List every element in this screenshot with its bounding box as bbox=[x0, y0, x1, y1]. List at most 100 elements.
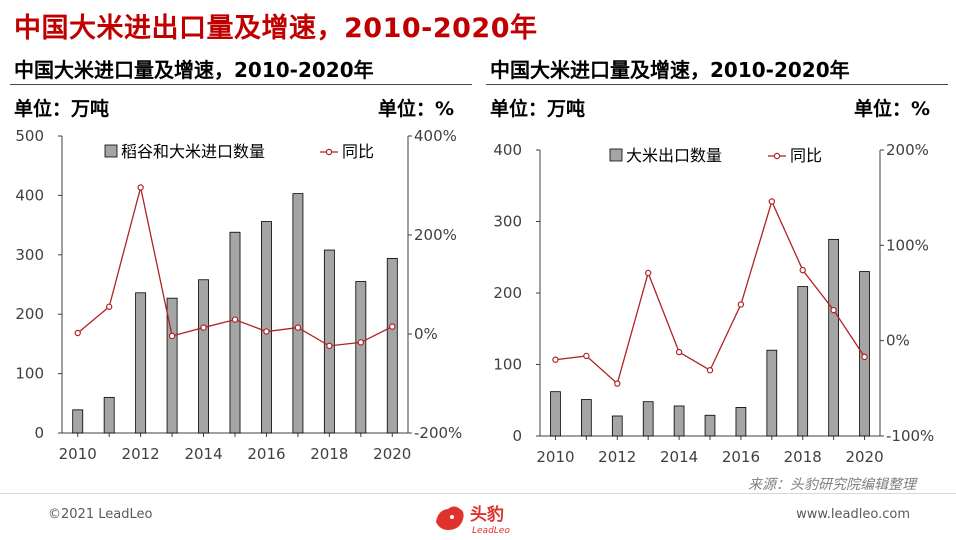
left-tick-label: 300 bbox=[15, 246, 44, 264]
bar-2016 bbox=[735, 406, 747, 437]
website-link[interactable]: www.leadleo.com bbox=[796, 507, 910, 522]
yoy-point-2017 bbox=[768, 198, 776, 205]
left-tick-label: 500 bbox=[15, 127, 44, 145]
yoy-point-2013 bbox=[168, 332, 176, 340]
bar-2014 bbox=[673, 405, 685, 437]
copyright-text: ©2021 LeadLeo bbox=[48, 507, 153, 522]
right-tick-label: 200% bbox=[886, 141, 929, 159]
x-tick-label: 2020 bbox=[845, 448, 883, 466]
x-tick-label: 2016 bbox=[722, 448, 760, 466]
left-chart-title: 中国大米进口量及增速，2010-2020年 bbox=[14, 58, 374, 82]
yoy-point-2014 bbox=[675, 348, 683, 356]
right-title-divider bbox=[486, 84, 948, 85]
bar-2018 bbox=[323, 249, 335, 434]
bar-2015 bbox=[704, 414, 716, 437]
right-tick-label: 0% bbox=[414, 325, 438, 343]
right-tick-label: -100% bbox=[886, 427, 934, 445]
right-tick-label: 0% bbox=[886, 332, 910, 350]
left-chart-left-unit: 单位：万吨 bbox=[14, 98, 110, 120]
yoy-point-2012 bbox=[137, 184, 144, 191]
right-tick-label: 200% bbox=[414, 226, 457, 244]
bar-2011 bbox=[581, 399, 592, 437]
legend-line-marker bbox=[325, 148, 333, 156]
bar-2010 bbox=[72, 409, 84, 434]
right-chart-right-unit: 单位：% bbox=[854, 98, 931, 120]
yoy-point-2011 bbox=[105, 303, 113, 310]
bar-2019 bbox=[828, 238, 839, 437]
left-title-divider bbox=[10, 84, 472, 85]
source-note: 来源：头豹研究院编辑整理 bbox=[748, 477, 916, 493]
yoy-point-2016 bbox=[737, 301, 745, 308]
yoy-point-2010 bbox=[74, 329, 81, 337]
yoy-point-2019 bbox=[830, 306, 837, 314]
yoy-point-2011 bbox=[583, 352, 590, 360]
yoy-point-2015 bbox=[231, 316, 239, 323]
yoy-point-2020 bbox=[389, 323, 396, 330]
yoy-point-2016 bbox=[263, 328, 270, 335]
yoy-point-2017 bbox=[294, 324, 302, 331]
left-tick-label: 0 bbox=[512, 427, 522, 445]
left-tick-label: 400 bbox=[493, 141, 522, 159]
export-chart: 0 100 200 300 400 -100% 0% 100% 200% 2010 2012 2014… bbox=[493, 141, 934, 466]
left-tick-label: 200 bbox=[15, 305, 44, 323]
yoy-point-2012 bbox=[614, 380, 621, 387]
legend-line-marker bbox=[773, 152, 781, 160]
yoy-point-2018 bbox=[326, 342, 333, 350]
legend-bar-swatch bbox=[104, 144, 118, 158]
x-tick-label: 2018 bbox=[310, 445, 348, 463]
right-chart-title: 中国大米进口量及增速，2010-2020年 bbox=[490, 58, 850, 82]
yoy-point-2020 bbox=[861, 353, 868, 361]
x-tick-label: 2020 bbox=[373, 445, 411, 463]
x-tick-label: 2018 bbox=[784, 448, 822, 466]
x-tick-label: 2012 bbox=[122, 445, 160, 463]
leopard-head-icon: 头豹 LeadLeo bbox=[436, 504, 510, 536]
left-tick-label: 300 bbox=[493, 213, 522, 231]
x-tick-label: 2014 bbox=[184, 445, 222, 463]
bar-2014 bbox=[198, 279, 209, 434]
x-tick-label: 2010 bbox=[59, 445, 97, 463]
left-tick-label: 100 bbox=[15, 365, 44, 383]
right-tick-label: 100% bbox=[886, 236, 929, 254]
yoy-point-2014 bbox=[200, 324, 207, 331]
legend-line-label: 同比 bbox=[342, 142, 374, 161]
x-tick-label: 2014 bbox=[660, 448, 698, 466]
yoy-point-2010 bbox=[552, 356, 559, 363]
bar-2015 bbox=[229, 231, 241, 434]
leadleo-logo: 头豹 LeadLeo bbox=[432, 500, 532, 536]
bar-2013 bbox=[642, 401, 654, 437]
left-tick-label: 200 bbox=[493, 284, 522, 302]
slide-title: 中国大米进出口量及增速，2010-2020年 bbox=[14, 13, 538, 44]
bar-2011 bbox=[103, 396, 115, 434]
legend-bar-label: 大米出口数量 bbox=[626, 146, 722, 165]
x-tick-label: 2010 bbox=[536, 448, 574, 466]
legend-bar-swatch bbox=[609, 148, 623, 162]
bar-2013 bbox=[166, 297, 178, 434]
right-tick-label: 400% bbox=[414, 127, 457, 145]
bar-2019 bbox=[355, 281, 367, 434]
right-chart-left-unit: 单位：万吨 bbox=[490, 98, 586, 120]
legend-bar-label: 稻谷和大米进口数量 bbox=[121, 142, 265, 161]
yoy-point-2018 bbox=[799, 266, 806, 274]
bar-2010 bbox=[550, 391, 561, 437]
legend-line-label: 同比 bbox=[790, 146, 822, 165]
bar-2017 bbox=[292, 193, 304, 434]
x-tick-label: 2012 bbox=[598, 448, 636, 466]
bar-2016 bbox=[261, 221, 272, 434]
yoy-point-2015 bbox=[706, 367, 714, 374]
yoy-point-2013 bbox=[644, 269, 652, 277]
left-chart-right-unit: 单位：% bbox=[378, 98, 455, 120]
bar-2012 bbox=[611, 415, 623, 437]
footer-divider bbox=[0, 493, 956, 494]
bar-2012 bbox=[135, 292, 147, 434]
left-tick-label: 100 bbox=[493, 356, 522, 374]
x-tick-label: 2016 bbox=[247, 445, 285, 463]
logo-text: 头豹 bbox=[470, 504, 504, 525]
yoy-line bbox=[555, 199, 866, 385]
left-tick-label: 0 bbox=[34, 424, 44, 442]
bar-2018 bbox=[797, 286, 809, 437]
left-tick-label: 400 bbox=[15, 186, 44, 204]
import-chart: 0 100 200 300 400 500 -200% 0% 200% 400% 2010 2012 2… bbox=[15, 127, 462, 463]
yoy-point-2019 bbox=[357, 339, 365, 346]
bar-2020 bbox=[386, 257, 398, 434]
